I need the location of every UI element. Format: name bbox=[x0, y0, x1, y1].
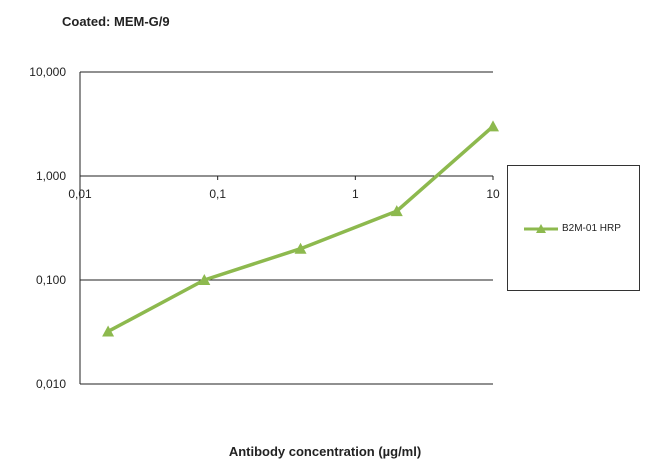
series-layer bbox=[102, 120, 499, 337]
data-point bbox=[198, 274, 211, 285]
y-tick-labels: 10,000 1,000 0,100 0,010 bbox=[29, 65, 66, 391]
x-tick-label: 0,01 bbox=[68, 187, 92, 201]
x-tick-label: 10 bbox=[486, 187, 500, 201]
grid-lines bbox=[79, 71, 494, 385]
y-tick-label: 0,100 bbox=[36, 273, 66, 287]
y-tick-label: 0,010 bbox=[36, 377, 66, 391]
x-axis-label: Antibody concentration (µg/ml) bbox=[228, 444, 422, 459]
x-tick-label: 0,1 bbox=[209, 187, 226, 201]
y-tick-label: 1,000 bbox=[36, 169, 66, 183]
chart-title: Coated: MEM-G/9 bbox=[62, 14, 170, 29]
series-line bbox=[107, 125, 495, 334]
data-point bbox=[102, 325, 115, 337]
y-tick-label: 10,000 bbox=[29, 65, 66, 79]
data-point bbox=[487, 120, 499, 132]
data-point bbox=[390, 205, 403, 217]
legend-swatch-icon bbox=[524, 224, 558, 233]
x-tick-label: 1 bbox=[352, 187, 359, 201]
legend-label: B2M-01 HRP bbox=[562, 223, 621, 234]
data-point bbox=[294, 242, 307, 254]
x-tick-labels: 0,01 0,1 1 10 bbox=[68, 187, 500, 201]
legend: B2M-01 HRP bbox=[507, 165, 640, 291]
